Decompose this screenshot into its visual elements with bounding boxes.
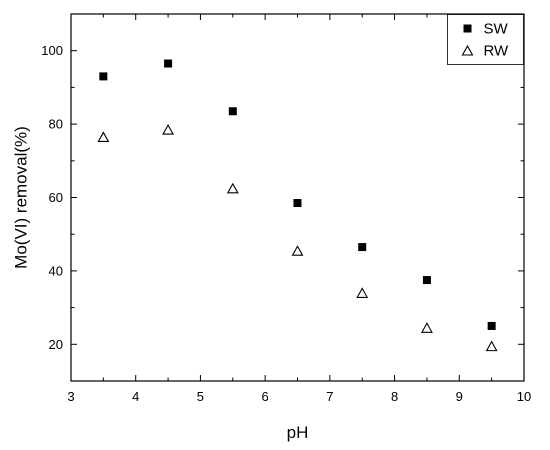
axes <box>70 13 525 382</box>
data-point-sw <box>293 199 302 208</box>
x-tick-label: 9 <box>456 389 463 404</box>
data-point-sw <box>164 59 173 68</box>
data-point-rw <box>485 340 498 352</box>
legend-label-sw: SW <box>484 21 509 38</box>
data-point-rw <box>162 123 175 135</box>
legend-label-rw: RW <box>484 43 510 60</box>
x-axis-title: pH <box>287 423 309 442</box>
data-point-rw <box>97 131 110 142</box>
x-tick-label: 7 <box>326 389 333 404</box>
data-point-rw <box>420 322 433 333</box>
data-point-sw <box>228 107 237 116</box>
x-tick-label: 10 <box>517 389 531 404</box>
legend: SW RW <box>447 14 524 65</box>
legend-marker-sw <box>463 24 472 33</box>
x-tick-label: 8 <box>391 389 398 404</box>
y-tick-label: 100 <box>41 43 63 58</box>
data-point-rw <box>291 245 304 256</box>
data-point-rw <box>226 182 239 194</box>
x-tick-label: 6 <box>262 389 269 404</box>
data-point-sw <box>358 243 367 252</box>
data-points <box>97 59 498 352</box>
y-tick-label: 60 <box>49 190 63 205</box>
y-tick-label: 40 <box>49 263 63 278</box>
x-tick-label: 3 <box>67 389 74 404</box>
y-tick-label: 20 <box>49 337 63 352</box>
legend-box <box>447 14 524 65</box>
legend-marker-rw <box>461 44 474 56</box>
y-axis-title: Mo(VI) removal(%) <box>11 126 30 269</box>
data-point-rw <box>356 287 369 298</box>
data-point-sw <box>99 72 108 81</box>
x-tick-label: 5 <box>197 389 204 404</box>
plot-frame <box>70 13 525 382</box>
y-tick-label: 80 <box>49 117 63 132</box>
ticks: 3 4 5 6 7 8 9 10 20 40 60 80 100 <box>41 13 531 404</box>
data-point-sw <box>487 321 496 330</box>
x-tick-label: 4 <box>132 389 139 404</box>
data-point-sw <box>422 276 431 285</box>
